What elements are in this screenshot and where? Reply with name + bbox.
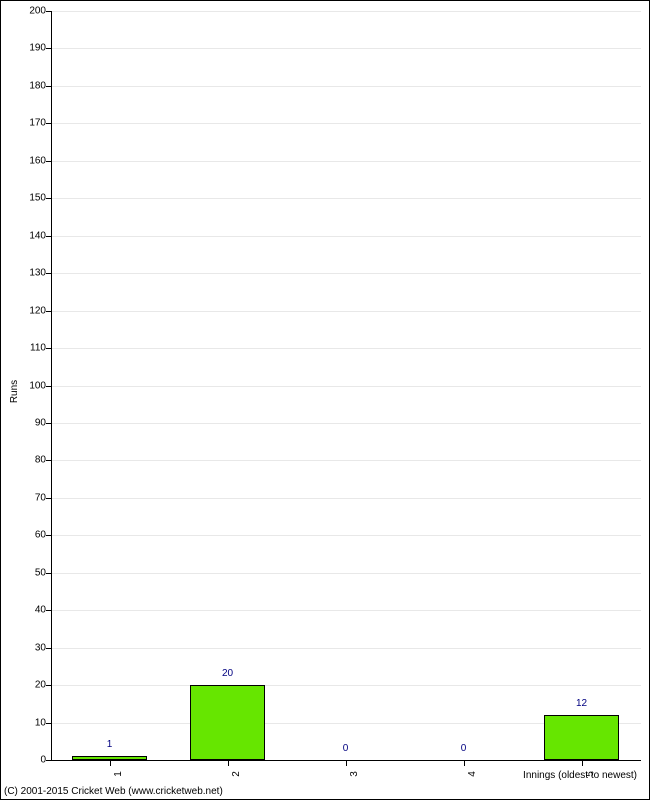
gridline — [52, 685, 641, 686]
y-tick — [46, 386, 52, 387]
gridline — [52, 86, 641, 87]
y-tick — [46, 535, 52, 536]
y-tick — [46, 423, 52, 424]
y-tick — [46, 161, 52, 162]
gridline — [52, 498, 641, 499]
y-tick-label: 150 — [29, 193, 46, 204]
y-tick-label: 10 — [35, 717, 46, 728]
y-tick-label: 0 — [40, 755, 46, 766]
gridline — [52, 460, 641, 461]
copyright-text: (C) 2001-2015 Cricket Web (www.cricketwe… — [4, 786, 223, 797]
y-tick-label: 80 — [35, 455, 46, 466]
gridline — [52, 573, 641, 574]
bar-value-label: 20 — [222, 668, 233, 679]
gridline — [52, 535, 641, 536]
y-tick — [46, 311, 52, 312]
y-tick — [46, 460, 52, 461]
y-tick — [46, 685, 52, 686]
y-tick-label: 50 — [35, 567, 46, 578]
y-tick-label: 100 — [29, 380, 46, 391]
y-tick — [46, 236, 52, 237]
bar-value-label: 0 — [343, 743, 349, 754]
bar-value-label: 1 — [107, 739, 113, 750]
bar — [544, 715, 619, 760]
y-tick-label: 120 — [29, 305, 46, 316]
gridline — [52, 11, 641, 12]
x-tick-label: 4 — [467, 771, 478, 777]
x-axis-title: Innings (oldest to newest) — [523, 770, 637, 781]
gridline — [52, 648, 641, 649]
y-tick — [46, 723, 52, 724]
y-tick — [46, 498, 52, 499]
y-tick-label: 190 — [29, 43, 46, 54]
x-tick-label: 1 — [113, 771, 124, 777]
y-tick-label: 60 — [35, 530, 46, 541]
y-tick-label: 30 — [35, 642, 46, 653]
y-tick-label: 140 — [29, 230, 46, 241]
x-tick — [110, 760, 111, 766]
x-tick-label: 3 — [349, 771, 360, 777]
y-tick — [46, 760, 52, 761]
chart-container: 1200012 Runs Innings (oldest to newest) … — [0, 0, 650, 800]
bar-value-label: 0 — [461, 743, 467, 754]
y-tick — [46, 348, 52, 349]
y-tick-label: 170 — [29, 118, 46, 129]
gridline — [52, 348, 641, 349]
y-tick — [46, 198, 52, 199]
gridline — [52, 273, 641, 274]
y-tick-label: 40 — [35, 605, 46, 616]
gridline — [52, 610, 641, 611]
y-tick — [46, 123, 52, 124]
bar-value-label: 12 — [576, 698, 587, 709]
y-tick — [46, 648, 52, 649]
y-tick-label: 130 — [29, 268, 46, 279]
x-tick — [346, 760, 347, 766]
gridline — [52, 48, 641, 49]
y-tick-label: 70 — [35, 492, 46, 503]
gridline — [52, 123, 641, 124]
x-tick-label: 5 — [585, 771, 596, 777]
gridline — [52, 386, 641, 387]
x-tick — [464, 760, 465, 766]
bar — [190, 685, 265, 760]
y-tick-label: 20 — [35, 680, 46, 691]
gridline — [52, 198, 641, 199]
chart-plot-area: 1 20 0 0 12 — [51, 11, 641, 761]
y-tick-label: 90 — [35, 417, 46, 428]
y-tick-label: 180 — [29, 80, 46, 91]
y-tick — [46, 610, 52, 611]
y-tick — [46, 273, 52, 274]
y-tick — [46, 11, 52, 12]
gridline — [52, 161, 641, 162]
gridline — [52, 311, 641, 312]
x-tick — [582, 760, 583, 766]
y-tick-label: 160 — [29, 155, 46, 166]
y-tick-label: 110 — [30, 343, 46, 354]
x-tick — [228, 760, 229, 766]
y-tick — [46, 48, 52, 49]
gridline — [52, 236, 641, 237]
y-axis-title: Runs — [9, 380, 20, 403]
y-tick-label: 200 — [29, 6, 46, 17]
y-tick — [46, 86, 52, 87]
y-tick — [46, 573, 52, 574]
x-tick-label: 2 — [231, 771, 242, 777]
gridline — [52, 423, 641, 424]
